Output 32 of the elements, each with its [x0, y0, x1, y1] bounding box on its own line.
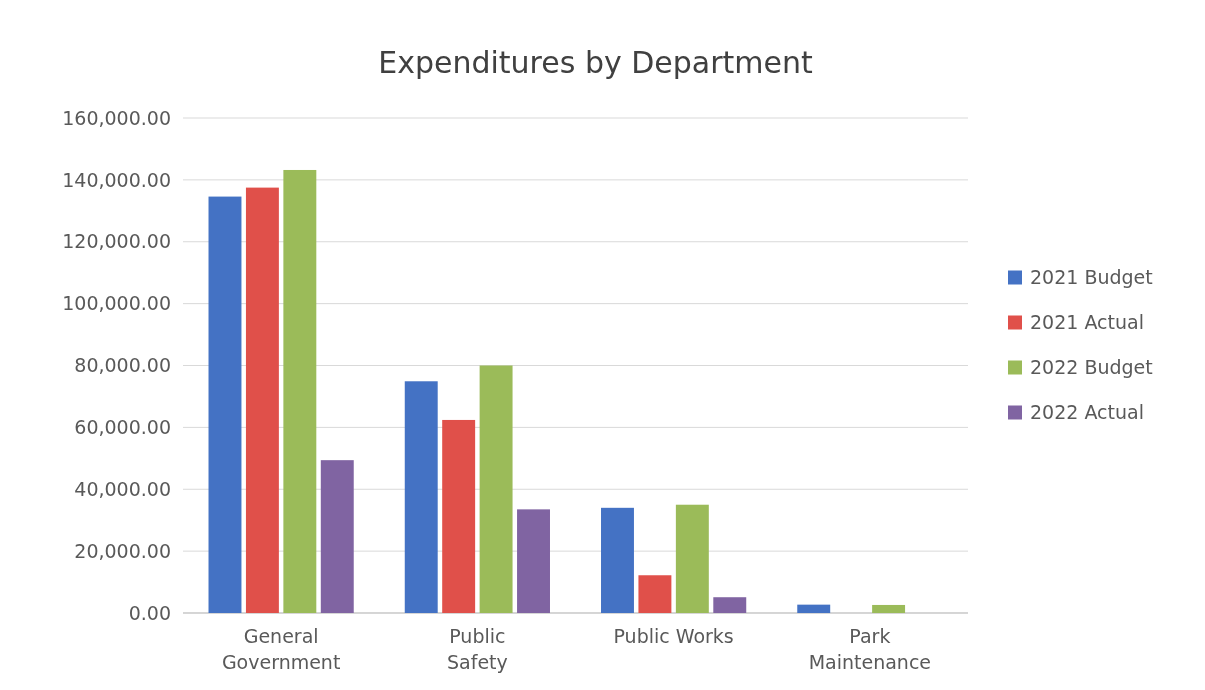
bar — [208, 196, 242, 613]
bar — [283, 169, 317, 613]
bar — [479, 365, 513, 613]
legend-label: 2021 Actual — [1030, 311, 1144, 334]
y-tick-label: 160,000.00 — [62, 106, 171, 129]
legend-label: 2022 Actual — [1030, 401, 1144, 424]
bar — [404, 381, 438, 613]
y-tick-label: 0.00 — [128, 601, 171, 624]
bar — [872, 604, 906, 613]
bar — [601, 507, 634, 613]
bar — [713, 597, 747, 613]
legend-label: 2022 Budget — [1030, 356, 1153, 379]
bar — [797, 604, 831, 613]
x-tick-label: Park Maintenance — [808, 625, 932, 673]
bar — [638, 575, 672, 613]
legend-label: 2021 Budget — [1030, 266, 1153, 289]
y-tick-label: 80,000.00 — [74, 354, 171, 377]
bar — [442, 419, 476, 613]
x-tick-label: General Government — [221, 625, 341, 673]
x-tick-label: Public Safety — [446, 625, 508, 673]
y-tick-label: 60,000.00 — [74, 416, 171, 439]
y-tick-label: 140,000.00 — [62, 168, 171, 191]
chart-title: Expenditures by Department — [378, 45, 814, 80]
x-tick-label: Public Works — [613, 625, 734, 647]
bar — [320, 460, 354, 613]
y-tick-label: 20,000.00 — [74, 539, 171, 562]
bar — [517, 509, 550, 613]
bar — [675, 504, 709, 613]
y-tick-label: 40,000.00 — [74, 477, 171, 500]
y-tick-label: 120,000.00 — [62, 230, 171, 253]
y-tick-label: 100,000.00 — [62, 292, 171, 315]
bar — [245, 187, 279, 613]
